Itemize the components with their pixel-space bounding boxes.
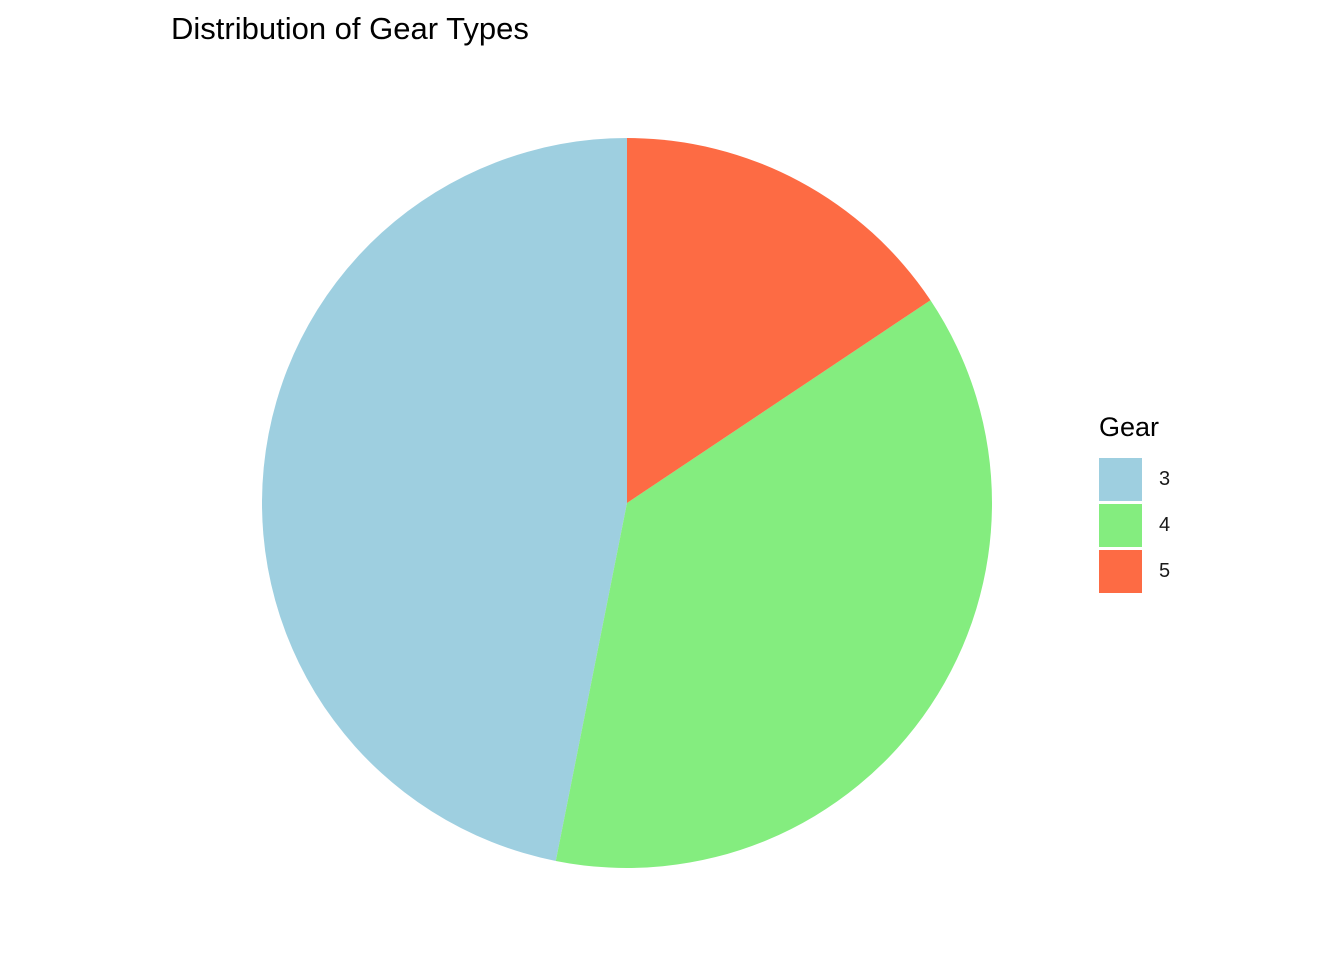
pie-slice-gear-3 bbox=[261, 138, 627, 861]
chart-title: Distribution of Gear Types bbox=[171, 11, 529, 46]
legend-item-gear-5: 5 bbox=[1099, 548, 1170, 594]
legend-item-gear-3: 3 bbox=[1099, 456, 1170, 502]
legend-swatch bbox=[1099, 457, 1142, 501]
legend-swatch bbox=[1099, 549, 1142, 593]
legend-swatch bbox=[1099, 503, 1142, 547]
legend-item-gear-4: 4 bbox=[1099, 502, 1170, 548]
pie-slice-gear-4 bbox=[555, 300, 993, 869]
legend-label: 3 bbox=[1159, 467, 1171, 490]
legend-label: 5 bbox=[1159, 559, 1171, 582]
legend-title: Gear bbox=[1099, 412, 1160, 442]
legend-items: 3 4 5 bbox=[1099, 456, 1170, 594]
pie-slice-gear-5 bbox=[627, 138, 931, 503]
legend: Gear 3 4 5 bbox=[1099, 410, 1170, 594]
legend-label: 4 bbox=[1159, 513, 1171, 536]
